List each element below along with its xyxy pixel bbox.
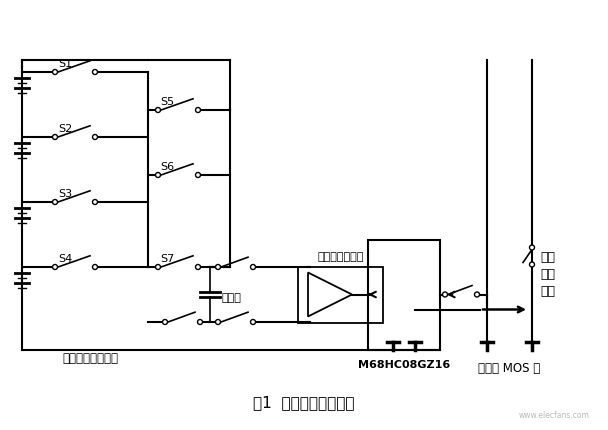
Circle shape — [215, 264, 221, 270]
Circle shape — [196, 172, 201, 178]
Circle shape — [52, 264, 58, 270]
Text: 充放电 MOS 管: 充放电 MOS 管 — [478, 362, 541, 375]
Circle shape — [215, 319, 221, 325]
Circle shape — [250, 264, 255, 270]
Text: 飞电容: 飞电容 — [222, 293, 242, 303]
Text: M68HC08GZ16: M68HC08GZ16 — [358, 359, 450, 369]
Circle shape — [92, 200, 97, 205]
Text: S2: S2 — [58, 124, 72, 134]
Circle shape — [156, 264, 161, 270]
Text: S1: S1 — [58, 59, 72, 69]
Circle shape — [156, 108, 161, 113]
Circle shape — [52, 135, 58, 139]
Text: www.elecfans.com: www.elecfans.com — [519, 411, 590, 420]
Circle shape — [474, 292, 480, 297]
Circle shape — [162, 319, 167, 325]
Circle shape — [92, 264, 97, 270]
Text: S7: S7 — [160, 254, 174, 264]
Circle shape — [250, 319, 255, 325]
Text: 过充
控制
信号: 过充 控制 信号 — [540, 251, 555, 298]
Bar — [368, 240, 440, 350]
Circle shape — [52, 70, 58, 74]
Circle shape — [156, 172, 161, 178]
Circle shape — [443, 292, 447, 297]
Circle shape — [196, 108, 201, 113]
Text: S6: S6 — [160, 162, 174, 172]
Text: S5: S5 — [160, 97, 174, 107]
Circle shape — [92, 135, 97, 139]
Circle shape — [530, 245, 534, 250]
Circle shape — [52, 200, 58, 205]
Text: S4: S4 — [58, 254, 72, 264]
Text: 过放电控制信号: 过放电控制信号 — [317, 252, 364, 262]
Text: 图1  飞电容保护原理图: 图1 飞电容保护原理图 — [254, 395, 354, 410]
Text: 四通道的开关阵列: 四通道的开关阵列 — [62, 352, 118, 365]
Circle shape — [530, 262, 534, 267]
Circle shape — [92, 70, 97, 74]
Text: S3: S3 — [58, 189, 72, 199]
Bar — [298, 267, 383, 322]
Circle shape — [196, 264, 201, 270]
Circle shape — [198, 319, 202, 325]
